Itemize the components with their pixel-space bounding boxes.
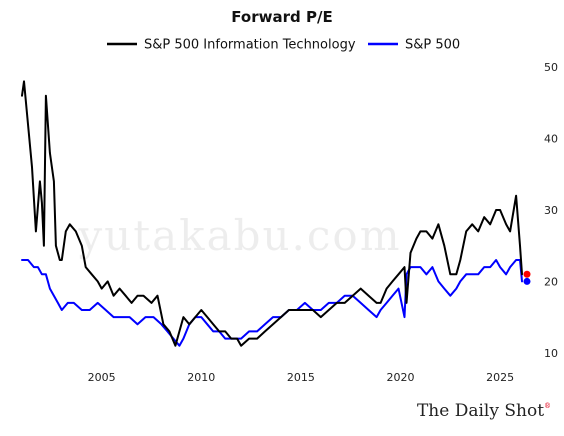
x-tick-label: 2015	[287, 371, 315, 384]
end-marker-0	[523, 270, 531, 278]
x-tick-label: 2025	[486, 371, 514, 384]
brand-superscript: ®	[544, 402, 551, 410]
x-tick-label: 2005	[88, 371, 116, 384]
series-layer	[21, 80, 531, 347]
brand-name: The Daily Shot	[417, 401, 544, 421]
y-tick-label: 10	[544, 347, 558, 360]
legend-label-0: S&P 500 Information Technology	[144, 38, 356, 53]
y-tick-label: 50	[544, 61, 558, 74]
x-tick-label: 2010	[187, 371, 215, 384]
series-line-1	[21, 259, 523, 347]
watermark: yutakabu.com	[77, 211, 401, 260]
x-axis-ticks: 2005 2010 2015 2020 2025	[88, 371, 514, 384]
legend: S&P 500 Information Technology S&P 500	[107, 38, 460, 53]
brand-logo: The Daily Shot®	[417, 401, 551, 421]
y-tick-label: 40	[544, 133, 558, 146]
chart-title: Forward P/E	[231, 8, 332, 26]
y-tick-label: 20	[544, 275, 558, 288]
x-tick-label: 2020	[387, 371, 415, 384]
y-tick-label: 30	[544, 204, 558, 217]
legend-label-1: S&P 500	[405, 38, 460, 53]
series-line-0	[21, 80, 523, 347]
end-marker-1	[523, 277, 531, 285]
y-axis-ticks: 10 20 30 40 50	[544, 61, 558, 360]
